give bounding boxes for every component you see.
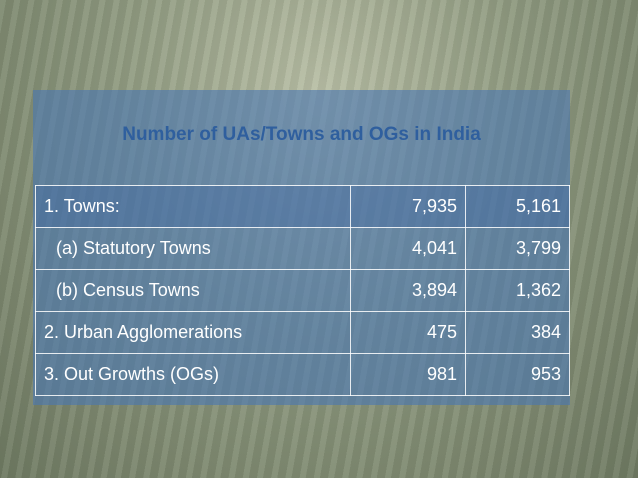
table-cell: 4,041 (350, 227, 466, 270)
table-cell: 953 (465, 353, 570, 396)
table-row: (a) Statutory Towns 4,041 3,799 (35, 227, 570, 270)
table-cell: 3,894 (350, 269, 466, 312)
table-row: (b) Census Towns 3,894 1,362 (35, 269, 570, 312)
slide-title: Number of UAs/Towns and OGs in India (122, 124, 481, 145)
table-cell: 5,161 (465, 185, 570, 228)
row-label: (a) Statutory Towns (35, 227, 351, 270)
table-cell: 384 (465, 311, 570, 354)
row-label: 2. Urban Agglomerations (35, 311, 351, 354)
row-label: (b) Census Towns (35, 269, 351, 312)
row-label: 1. Towns: (35, 185, 351, 228)
table-cell: 1,362 (465, 269, 570, 312)
table-row: 1. Towns: 7,935 5,161 (35, 185, 570, 228)
data-table: 1. Towns: 7,935 5,161 (a) Statutory Towns 4,… (35, 185, 570, 396)
table-row: 3. Out Growths (OGs) 981 953 (35, 353, 570, 396)
table-cell: 475 (350, 311, 466, 354)
row-label: 3. Out Growths (OGs) (35, 353, 351, 396)
table-cell: 7,935 (350, 185, 466, 228)
table-cell: 3,799 (465, 227, 570, 270)
table-row: 2. Urban Agglomerations 475 384 (35, 311, 570, 354)
table-cell: 981 (350, 353, 466, 396)
